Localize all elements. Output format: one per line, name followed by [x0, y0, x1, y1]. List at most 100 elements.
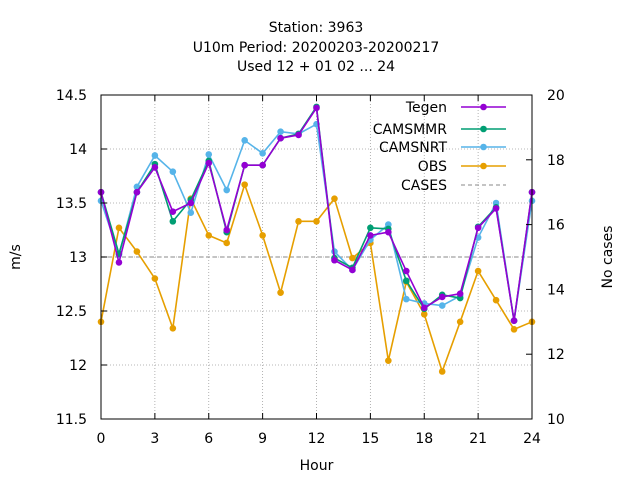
- legend-marker: [480, 162, 487, 170]
- y2-tick-label: 14: [547, 282, 565, 298]
- chart-title: Station: 3963 U10m Period: 20200203-2020…: [193, 20, 440, 75]
- data-point-camsnrt: [205, 151, 213, 158]
- data-point-tegen: [438, 293, 446, 301]
- data-point-tegen: [331, 256, 338, 264]
- data-point-obs: [277, 289, 284, 296]
- data-point-obs: [115, 224, 123, 232]
- data-point-camsnrt: [223, 186, 231, 194]
- data-point-obs: [331, 195, 338, 202]
- data-point-camsmmr: [402, 277, 410, 285]
- data-point-camsnrt: [241, 137, 248, 144]
- data-point-tegen: [295, 131, 302, 139]
- data-point-obs: [456, 318, 464, 326]
- data-point-tegen: [492, 205, 500, 212]
- data-point-obs: [133, 248, 141, 255]
- data-point-tegen: [133, 188, 141, 196]
- data-point-tegen: [313, 104, 320, 112]
- data-point-obs: [169, 324, 177, 332]
- data-point-camsnrt: [402, 295, 410, 303]
- y-tick-label: 13.5: [56, 196, 87, 212]
- data-point-tegen: [205, 159, 213, 167]
- y-tick-label: 14.5: [56, 88, 87, 104]
- title-line: Used 12 + 01 02 ... 24: [237, 59, 395, 75]
- data-point-tegen: [187, 199, 195, 207]
- legend-label: CAMSMMR: [373, 122, 447, 138]
- data-point-obs: [295, 218, 302, 225]
- data-point-tegen: [510, 317, 518, 325]
- legend-label: OBS: [418, 159, 447, 175]
- y-tick-label: 13: [69, 250, 87, 266]
- legend-marker: [480, 143, 487, 151]
- legend-marker: [480, 103, 487, 111]
- tick-labels: 0 3 6 9 12 15 18 21 24 11.5 12 12.5 13 13.5 14 14.5 10 12…: [56, 88, 565, 447]
- data-point-camsmmr: [169, 218, 177, 225]
- data-point-obs: [474, 267, 482, 275]
- y2-tick-label: 16: [547, 218, 565, 234]
- y-tick-label: 12.5: [56, 304, 87, 320]
- data-point-tegen: [367, 232, 374, 239]
- ticks: [100, 94, 533, 420]
- legend-label: CAMSNRT: [379, 140, 448, 156]
- data-point-obs: [151, 275, 159, 282]
- x-tick-label: 6: [204, 431, 213, 447]
- title-line: Station: 3963: [269, 20, 364, 36]
- data-point-tegen: [385, 228, 392, 236]
- data-point-tegen: [474, 224, 482, 232]
- data-point-tegen: [402, 267, 410, 275]
- data-point-camsnrt: [277, 128, 284, 136]
- data-point-camsnrt: [151, 152, 159, 159]
- x-tick-label: 15: [361, 431, 379, 447]
- data-point-obs: [420, 310, 428, 318]
- x-tick-label: 18: [415, 431, 433, 447]
- data-point-camsnrt: [438, 302, 446, 309]
- x-tick-label: 9: [258, 431, 267, 447]
- x-tick-label: 24: [523, 431, 541, 447]
- series-line-camsmmr: [100, 106, 533, 322]
- data-point-obs: [510, 326, 518, 333]
- legend-label: CASES: [401, 178, 447, 194]
- x-axis-label: Hour: [300, 458, 334, 474]
- data-point-obs: [223, 239, 231, 247]
- x-tick-label: 3: [150, 431, 159, 447]
- data-point-obs: [438, 368, 446, 375]
- data-point-camsnrt: [169, 168, 177, 175]
- data-point-tegen: [223, 226, 231, 234]
- legend: Tegen CAMSMMR CAMSNRT OBS CASES: [373, 100, 506, 194]
- y2-axis-label: No cases: [600, 226, 616, 289]
- data-point-obs: [241, 181, 248, 188]
- data-point-tegen: [456, 290, 464, 298]
- series-group: [97, 103, 536, 375]
- data-point-tegen: [115, 259, 123, 266]
- data-point-tegen: [169, 208, 177, 215]
- x-tick-label: 0: [97, 431, 106, 447]
- legend-marker: [480, 125, 487, 133]
- data-point-tegen: [259, 161, 266, 169]
- legend-label: Tegen: [405, 100, 447, 116]
- data-point-tegen: [420, 304, 428, 312]
- data-point-obs: [349, 254, 356, 262]
- data-point-tegen: [241, 161, 248, 169]
- data-point-obs: [259, 232, 266, 239]
- data-point-obs: [385, 357, 392, 364]
- x-tick-label: 12: [308, 431, 326, 447]
- y2-tick-label: 10: [547, 412, 565, 428]
- data-point-tegen: [151, 164, 159, 171]
- y2-tick-label: 20: [547, 88, 565, 104]
- x-tick-label: 21: [469, 431, 487, 447]
- y-axis-label: m/s: [8, 244, 24, 270]
- data-point-tegen: [277, 134, 284, 142]
- data-point-camsmmr: [367, 224, 374, 232]
- series-tegen: [97, 104, 536, 325]
- data-point-obs: [205, 232, 213, 239]
- y-tick-label: 14: [69, 142, 87, 158]
- y-tick-label: 12: [69, 358, 87, 374]
- series-line-tegen: [100, 107, 533, 322]
- data-point-camsnrt: [187, 209, 195, 217]
- title-line: U10m Period: 20200203-20200217: [193, 40, 440, 56]
- y2-tick-label: 12: [547, 347, 565, 363]
- data-point-obs: [313, 218, 320, 225]
- y2-tick-label: 18: [547, 153, 565, 169]
- data-point-tegen: [349, 266, 356, 274]
- data-point-obs: [492, 296, 500, 304]
